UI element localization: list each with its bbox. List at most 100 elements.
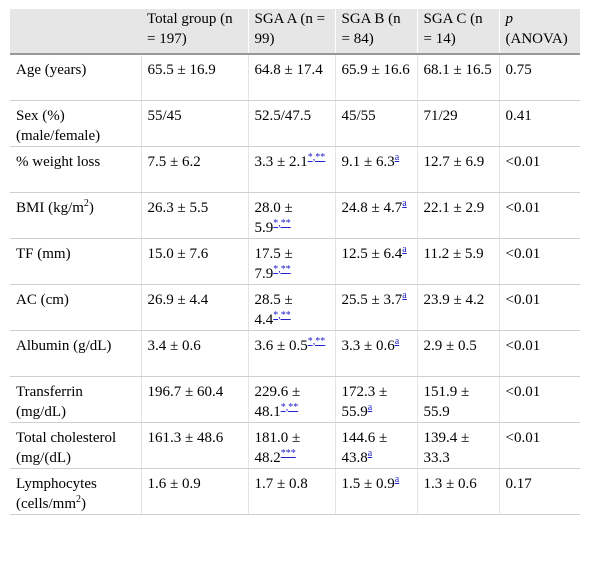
data-table: Total group (n = 197) SGA A (n = 99) SGA… xyxy=(10,9,580,515)
table-row: Total cholesterol (mg/(dL) 161.3 ± 48.6 18… xyxy=(10,422,580,469)
cell-value: 23.9 ± 4.2 xyxy=(423,291,485,308)
table-cell: 181.0 ± 48.2*** xyxy=(247,422,335,469)
cell-value: 64.8 ± 17.4 xyxy=(254,62,323,78)
row-label-superscript: 2 xyxy=(83,197,89,209)
table-cell: 229.6 ± 48.1*,** xyxy=(247,376,335,423)
footnote-link[interactable]: a xyxy=(367,447,373,459)
cell-value: 172.3 ± 55.9 xyxy=(341,383,388,420)
row-label-suffix: ) xyxy=(81,495,86,512)
cell-value: 2.9 ± 0.5 xyxy=(423,337,477,354)
table-cell: <0.01 xyxy=(498,422,580,469)
cell-value: 9.1 ± 6.3 xyxy=(341,153,395,170)
table-cell: 12.5 ± 6.4a xyxy=(334,238,417,285)
table-cell: 3.3 ± 2.1*,** xyxy=(247,146,335,193)
header-sga-b: SGA B (n = 84) xyxy=(334,9,417,54)
table-cell: 65.5 ± 16.9 xyxy=(140,54,248,101)
cell-value: 28.0 ± 5.9 xyxy=(254,199,293,236)
header-p-anova: p (ANOVA) xyxy=(498,9,580,54)
footnote-superscript: a xyxy=(402,198,406,209)
row-label-superscript: 2 xyxy=(76,493,81,505)
footnote-link[interactable]: *,** xyxy=(273,309,291,321)
table-cell: 55/45 xyxy=(140,100,248,147)
table-row: TF (mm) 15.0 ± 7.6 17.5 ± 7.9*,** 12.5 ± 6.… xyxy=(10,238,580,285)
table-row: Sex (%) (male/female) 55/45 52.5/47.5 45/55… xyxy=(10,100,580,147)
footnote-link[interactable]: a xyxy=(394,335,400,347)
table-cell: 17.5 ± 7.9*,** xyxy=(247,238,335,285)
footnote-superscript: a xyxy=(368,402,372,413)
footnote-link[interactable]: a xyxy=(402,197,407,209)
table-cell: 24.8 ± 4.7a xyxy=(334,192,417,239)
table-cell: 0.75 xyxy=(498,54,580,101)
header-row: Total group (n = 197) SGA A (n = 99) SGA… xyxy=(10,9,580,54)
header-cell-empty xyxy=(10,9,141,54)
table-cell: 26.3 ± 5.5 xyxy=(140,192,248,239)
footnote-superscript: *,** xyxy=(308,152,326,163)
cell-value: <0.01 xyxy=(505,199,541,216)
table-cell: 22.1 ± 2.9 xyxy=(416,192,499,239)
table-cell: <0.01 xyxy=(498,192,580,239)
table-row: % weight loss 7.5 ± 6.2 3.3 ± 2.1*,** 9.1 ±… xyxy=(10,146,580,193)
cell-value: 3.3 ± 2.1 xyxy=(254,153,308,170)
table-row: Transferrin (mg/dL) 196.7 ± 60.4 229.6 ± 4… xyxy=(10,376,580,423)
cell-value: 45/55 xyxy=(341,107,376,124)
row-label: Age (years) xyxy=(10,54,141,101)
cell-value: <0.01 xyxy=(505,291,541,308)
table-cell: 71/29 xyxy=(416,100,499,147)
footnote-superscript: a xyxy=(402,244,406,255)
row-label-text: Total cholesterol (mg/(dL) xyxy=(16,429,117,466)
footnote-link[interactable]: a xyxy=(402,289,407,301)
cell-value: 26.3 ± 5.5 xyxy=(147,199,209,216)
cell-value: 15.0 ± 7.6 xyxy=(147,245,209,262)
footnote-superscript: *,** xyxy=(273,310,291,321)
table-cell: 2.9 ± 0.5 xyxy=(416,330,499,377)
table-cell: <0.01 xyxy=(498,330,580,377)
cell-value: <0.01 xyxy=(505,245,541,262)
cell-value: 3.3 ± 0.6 xyxy=(341,337,395,354)
footnote-link[interactable]: a xyxy=(367,401,373,413)
cell-value: 25.5 ± 3.7 xyxy=(341,291,403,308)
table-cell: 0.17 xyxy=(498,468,580,515)
cell-value: 12.7 ± 6.9 xyxy=(423,153,485,170)
footnote-link[interactable]: *,** xyxy=(273,263,291,275)
table-cell: 68.1 ± 16.5 xyxy=(416,54,499,101)
footnote-superscript: a xyxy=(395,152,399,163)
cell-value: 17.5 ± 7.9 xyxy=(254,245,293,282)
footnote-superscript: *,** xyxy=(273,264,291,275)
cell-value: 1.5 ± 0.9 xyxy=(341,475,395,492)
footnote-link[interactable]: a xyxy=(402,243,407,255)
table-cell: 28.0 ± 5.9*,** xyxy=(247,192,335,239)
header-sga-c: SGA C (n = 14) xyxy=(416,9,499,54)
table-cell: 23.9 ± 4.2 xyxy=(416,284,499,331)
table-cell: 196.7 ± 60.4 xyxy=(140,376,248,423)
footnote-link[interactable]: *,** xyxy=(307,151,326,163)
table-cell: 1.3 ± 0.6 xyxy=(416,468,499,515)
row-label: Albumin (g/dL) xyxy=(10,330,141,377)
row-label-text: Lymphocytes (cells/mm xyxy=(16,475,97,512)
footnote-link[interactable]: *,** xyxy=(307,335,326,347)
cell-value: 196.7 ± 60.4 xyxy=(147,383,224,400)
row-label-text: BMI (kg/m xyxy=(16,199,84,216)
table-row: BMI (kg/m2) 26.3 ± 5.5 28.0 ± 5.9*,** 24.8 … xyxy=(10,192,580,239)
footnote-link[interactable]: a xyxy=(394,473,400,485)
footnote-link[interactable]: *,** xyxy=(280,401,299,413)
cell-value: 12.5 ± 6.4 xyxy=(341,245,403,262)
footnote-link[interactable]: *,** xyxy=(273,217,291,229)
cell-value: 11.2 ± 5.9 xyxy=(423,245,484,262)
row-label: AC (cm) xyxy=(10,284,141,331)
cell-value: 144.6 ± 43.8 xyxy=(341,429,388,466)
row-label-text: Albumin (g/dL) xyxy=(16,337,112,354)
footnote-link[interactable]: *** xyxy=(280,447,296,459)
cell-value: 1.6 ± 0.9 xyxy=(147,475,201,492)
cell-value: 3.4 ± 0.6 xyxy=(147,337,201,354)
cell-value: 26.9 ± 4.4 xyxy=(147,291,209,308)
row-label-text: AC (cm) xyxy=(16,291,69,308)
cell-value: 3.6 ± 0.5 xyxy=(254,337,308,354)
footnote-superscript: a xyxy=(402,290,406,301)
header-anova: (ANOVA) xyxy=(505,31,568,47)
row-label: % weight loss xyxy=(10,146,141,193)
cell-value: 139.4 ± 33.3 xyxy=(423,429,470,466)
footnote-link[interactable]: a xyxy=(394,151,400,163)
row-label: Total cholesterol (mg/(dL) xyxy=(10,422,141,469)
header-sga-a: SGA A (n = 99) xyxy=(247,9,335,54)
cell-value: <0.01 xyxy=(505,429,541,446)
